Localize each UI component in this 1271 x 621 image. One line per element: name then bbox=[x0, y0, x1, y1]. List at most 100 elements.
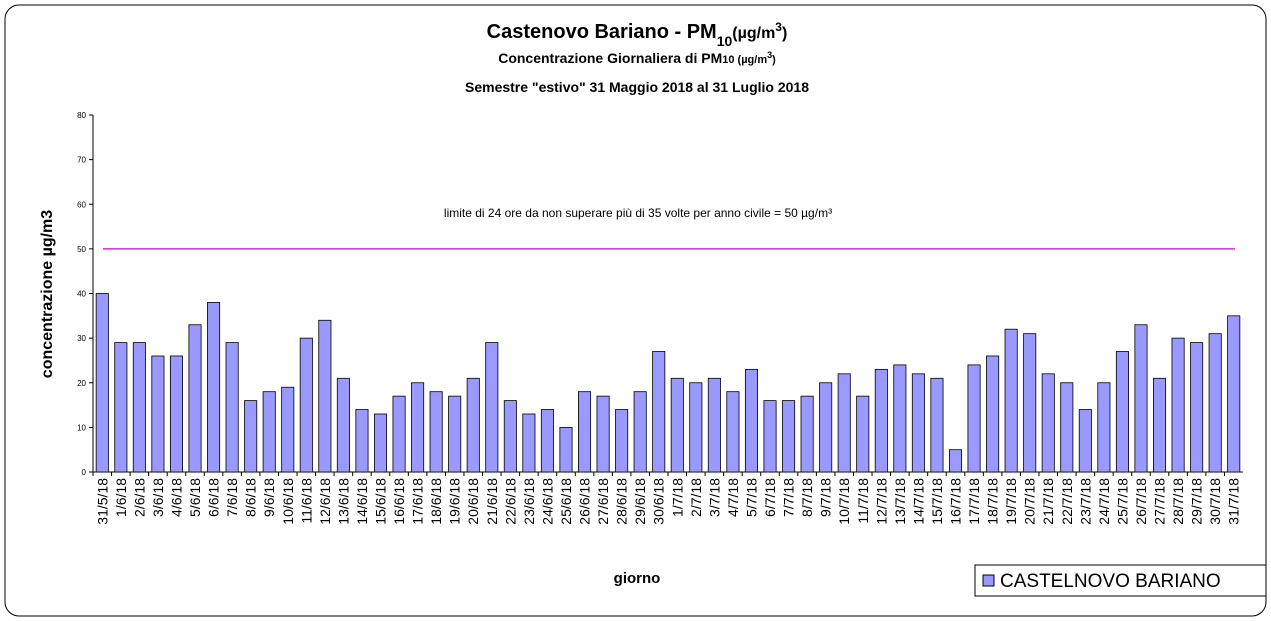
x-tick-label: 29/6/18 bbox=[632, 478, 648, 525]
bar bbox=[132, 342, 146, 473]
x-tick-label: 30/6/18 bbox=[651, 478, 667, 525]
bar bbox=[967, 364, 981, 473]
bar bbox=[225, 342, 239, 473]
bar bbox=[986, 355, 1000, 473]
x-tick-label: 19/7/18 bbox=[1003, 478, 1019, 525]
bar bbox=[244, 400, 258, 473]
bar bbox=[503, 400, 517, 473]
x-tick-label: 3/7/18 bbox=[706, 478, 722, 517]
bar bbox=[95, 293, 109, 473]
y-tick-label: 80 bbox=[77, 111, 86, 120]
x-tick-label: 12/6/18 bbox=[317, 478, 333, 525]
x-tick-label: 24/7/18 bbox=[1096, 478, 1112, 525]
subtitle-part: ) bbox=[772, 54, 776, 66]
x-tick-label: 27/7/18 bbox=[1152, 478, 1168, 525]
chart-subtitle: Semestre "estivo" 31 Maggio 2018 al 31 L… bbox=[465, 79, 809, 95]
x-tick-label: 5/7/18 bbox=[743, 478, 759, 517]
chart-subtitle: Concentrazione Giornaliera di PM10 (µg/m… bbox=[498, 50, 776, 66]
bar bbox=[1097, 382, 1111, 473]
bar bbox=[540, 409, 554, 473]
limit-label: limite di 24 ore da non superare più di … bbox=[444, 206, 832, 220]
bar bbox=[911, 373, 925, 473]
bar bbox=[281, 386, 295, 473]
bar bbox=[448, 395, 462, 473]
bar bbox=[485, 342, 499, 473]
x-tick-label: 8/7/18 bbox=[799, 478, 815, 517]
x-tick-label: 2/7/18 bbox=[688, 478, 704, 517]
bar bbox=[596, 395, 610, 473]
bar bbox=[837, 373, 851, 473]
title-part: 3 bbox=[775, 20, 782, 34]
x-tick-label: 13/7/18 bbox=[892, 478, 908, 525]
subtitle-part: 3 bbox=[767, 50, 772, 60]
x-tick-label: 29/7/18 bbox=[1189, 478, 1205, 525]
x-tick-label: 23/6/18 bbox=[521, 478, 537, 525]
y-axis-label: concentrazione µg/m3 bbox=[39, 210, 56, 378]
x-tick-label: 31/7/18 bbox=[1226, 478, 1242, 525]
x-tick-label: 16/7/18 bbox=[948, 478, 964, 525]
bar bbox=[1060, 382, 1074, 473]
bar bbox=[1023, 333, 1037, 473]
legend-box bbox=[974, 564, 1267, 597]
x-tick-label: 20/7/18 bbox=[1022, 478, 1038, 525]
x-tick-label: 18/6/18 bbox=[428, 478, 444, 525]
bar bbox=[114, 342, 128, 473]
x-tick-label: 25/6/18 bbox=[558, 478, 574, 525]
bar bbox=[744, 368, 758, 473]
x-axis-label: giorno bbox=[614, 570, 661, 587]
x-tick-label: 8/6/18 bbox=[243, 478, 259, 517]
title-part: 10 bbox=[717, 33, 733, 49]
x-tick-label: 21/7/18 bbox=[1040, 478, 1056, 525]
bar bbox=[336, 377, 350, 473]
x-tick-label: 20/6/18 bbox=[465, 478, 481, 525]
bar bbox=[522, 413, 536, 473]
y-tick-label: 50 bbox=[77, 245, 86, 254]
x-tick-label: 10/6/18 bbox=[280, 478, 296, 525]
x-tick-label: 11/6/18 bbox=[298, 478, 314, 524]
x-tick-label: 25/7/18 bbox=[1114, 478, 1130, 525]
bar bbox=[169, 355, 183, 473]
y-tick-label: 10 bbox=[77, 423, 86, 432]
bar bbox=[578, 391, 592, 473]
x-tick-label: 22/7/18 bbox=[1059, 478, 1075, 525]
bar bbox=[559, 426, 573, 473]
x-tick-label: 12/7/18 bbox=[873, 478, 889, 525]
title-part: Castenovo Bariano - PM bbox=[487, 21, 717, 43]
bar bbox=[689, 382, 703, 473]
bar bbox=[1171, 337, 1185, 473]
bar bbox=[1134, 324, 1148, 473]
y-tick-label: 40 bbox=[77, 290, 86, 299]
y-tick-label: 0 bbox=[82, 468, 87, 477]
bar bbox=[652, 351, 666, 473]
bar bbox=[466, 377, 480, 473]
bar bbox=[1078, 409, 1092, 473]
x-tick-label: 14/6/18 bbox=[354, 478, 370, 525]
x-tick-label: 7/7/18 bbox=[781, 478, 797, 517]
bar bbox=[429, 391, 443, 473]
bar bbox=[633, 391, 647, 473]
x-tick-label: 21/6/18 bbox=[484, 478, 500, 525]
x-tick-label: 28/7/18 bbox=[1170, 478, 1186, 525]
bar bbox=[1115, 351, 1129, 473]
x-tick-label: 5/6/18 bbox=[187, 478, 203, 517]
title-part: ) bbox=[782, 25, 787, 42]
bar bbox=[299, 337, 313, 473]
chart-title: Castenovo Bariano - PM10(µg/m3) bbox=[487, 20, 788, 49]
x-tick-label: 26/6/18 bbox=[577, 478, 593, 525]
bar bbox=[707, 377, 721, 473]
bar bbox=[893, 364, 907, 473]
bar bbox=[1190, 342, 1204, 473]
x-tick-label: 13/6/18 bbox=[335, 478, 351, 525]
legend-label: CASTELNOVO BARIANO bbox=[1000, 571, 1221, 592]
bar bbox=[948, 449, 963, 473]
x-tick-label: 24/6/18 bbox=[539, 478, 555, 525]
x-tick-label: 15/7/18 bbox=[929, 478, 945, 525]
x-tick-label: 9/6/18 bbox=[261, 478, 277, 517]
y-tick-label: 60 bbox=[77, 200, 86, 209]
x-tick-label: 30/7/18 bbox=[1207, 478, 1223, 525]
x-tick-label: 4/7/18 bbox=[725, 478, 741, 517]
x-tick-label: 28/6/18 bbox=[614, 478, 630, 525]
bar bbox=[856, 395, 870, 473]
y-tick-label: 20 bbox=[77, 379, 86, 388]
bar bbox=[1004, 328, 1018, 473]
